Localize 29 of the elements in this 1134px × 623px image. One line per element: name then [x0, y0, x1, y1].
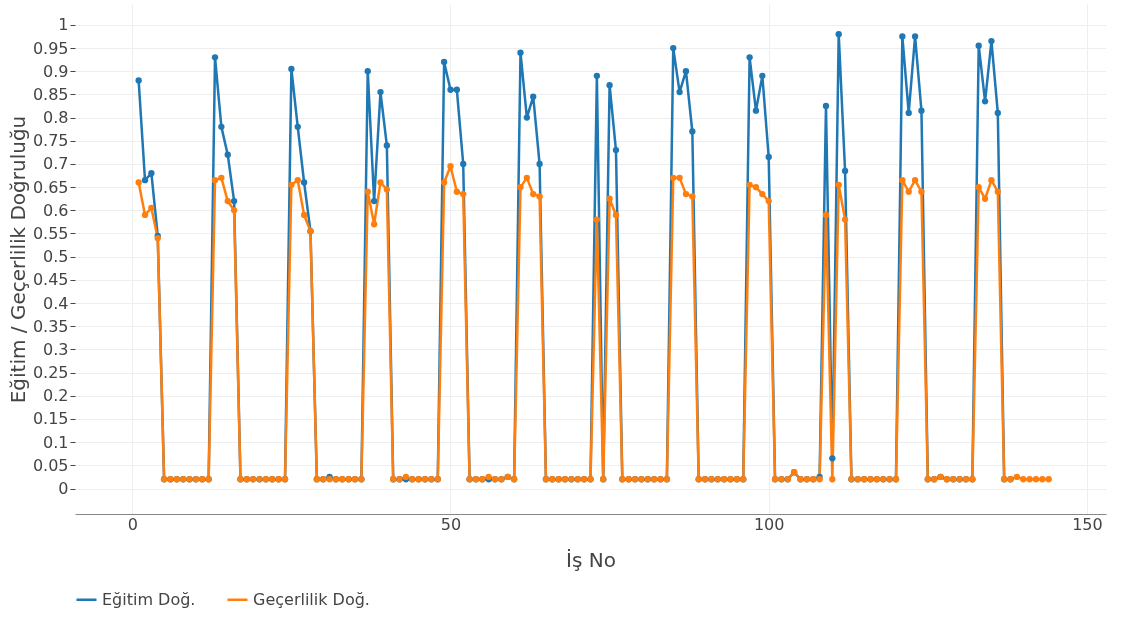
y-tick-label: 1	[58, 15, 69, 35]
y-axis-title: Eğitim / Geçerlilik Doğruluğu	[5, 115, 30, 404]
y-tick-label: 0.3	[43, 339, 69, 359]
x-axis-title: İş No	[566, 547, 616, 572]
y-tick-label: 0	[58, 479, 69, 498]
y-tick-label: 0.95	[32, 38, 69, 58]
legend-label: Eğitim Doğ.	[102, 589, 196, 609]
y-tick-label: 0.5	[43, 247, 69, 267]
y-tick-label: 0.35	[32, 316, 69, 336]
y-tick-label: 0.25	[32, 363, 69, 383]
y-tick-label: 0.75	[32, 131, 69, 151]
y-tick-label: 0.6	[43, 200, 69, 220]
y-tick-label: 0.4	[43, 293, 69, 313]
legend-label: Geçerlilik Doğ.	[253, 589, 370, 609]
y-tick-label: 0.15	[32, 409, 69, 429]
x-tick-label: 100	[753, 514, 785, 534]
y-tick-label: 0.85	[32, 84, 69, 104]
y-tick-label: 0.2	[43, 386, 69, 406]
y-tick-label: 0.05	[32, 455, 69, 475]
y-tick-label: 0.45	[32, 270, 69, 290]
x-tick-label: 150	[1072, 514, 1103, 534]
y-tick-label: 0.8	[43, 108, 69, 128]
x-tick-label: 0	[127, 514, 138, 534]
y-tick-label: 0.9	[43, 61, 69, 81]
y-tick-label: 0.65	[32, 177, 69, 197]
y-tick-label: 0.7	[43, 154, 69, 174]
y-tick-label: 0.1	[43, 432, 69, 452]
x-tick-label: 50	[440, 514, 462, 534]
y-tick-label: 0.55	[32, 224, 69, 243]
